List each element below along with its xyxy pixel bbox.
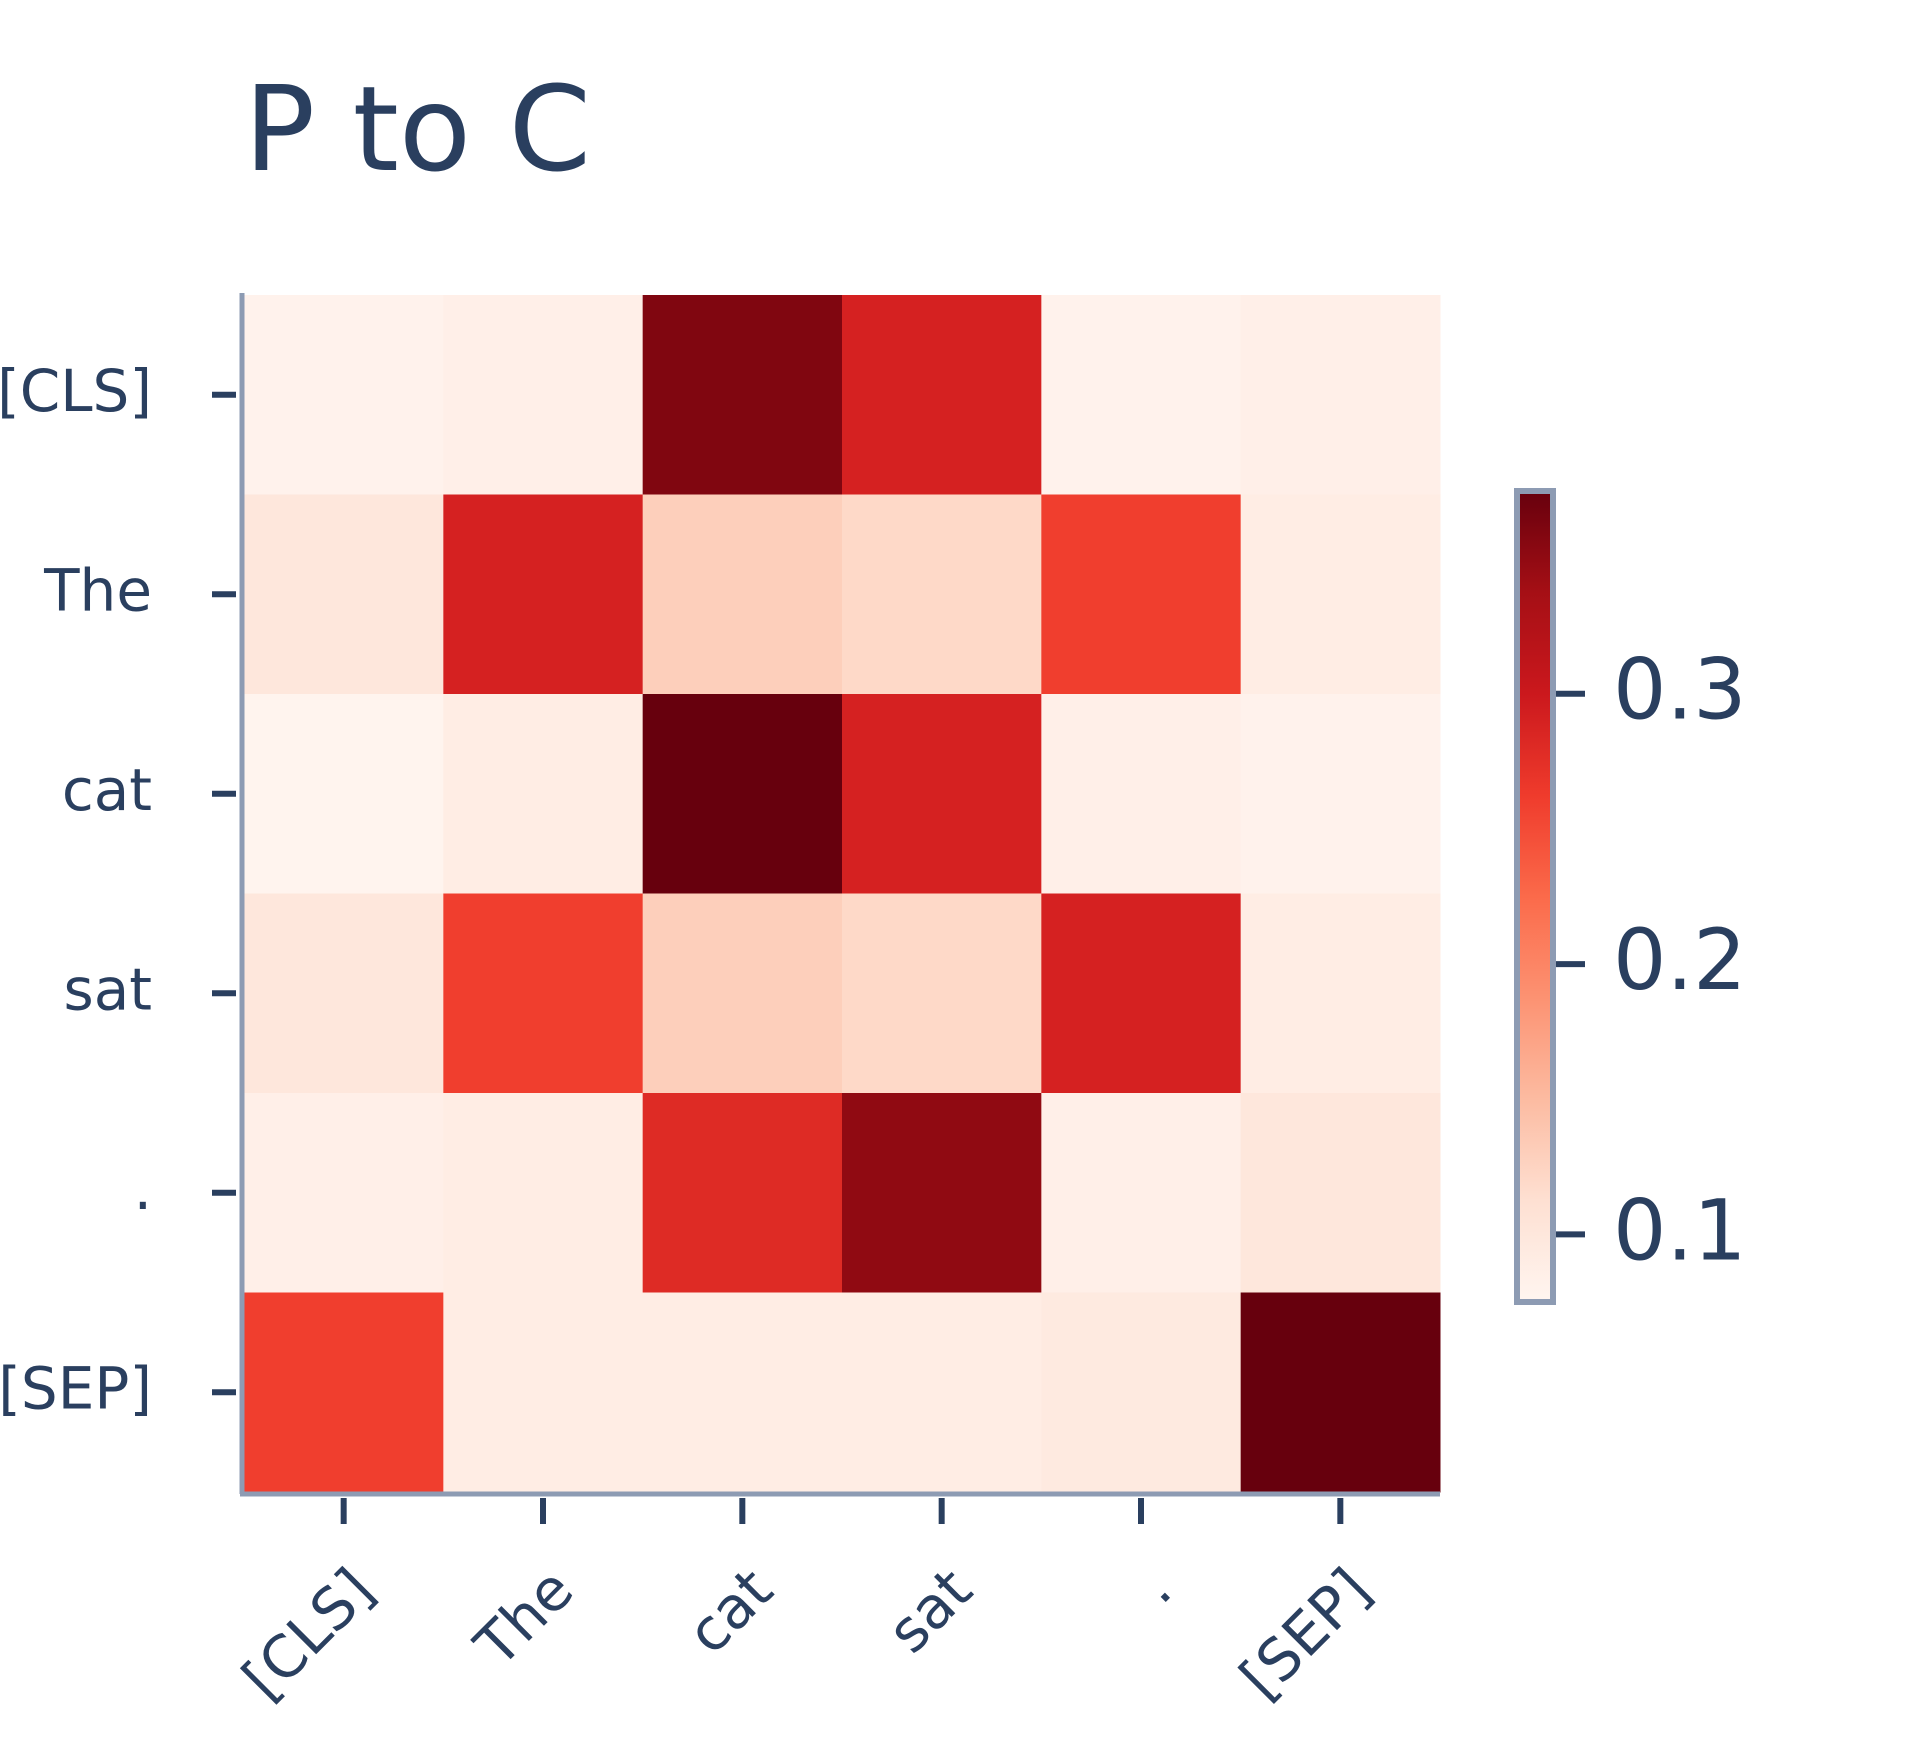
heatmap-cell	[842, 1292, 1042, 1493]
colorbar-tick-label: 0.2	[1613, 911, 1747, 1009]
x-tick-label: cat	[674, 1555, 786, 1667]
heatmap-cell	[1240, 694, 1441, 894]
heatmap-cell	[1240, 1292, 1441, 1493]
heatmap-cell	[842, 1093, 1042, 1293]
heatmap-cell	[842, 295, 1042, 495]
chart-title: P to C	[244, 60, 591, 198]
heatmap-cell	[842, 694, 1042, 894]
heatmap-cell	[1041, 1093, 1242, 1293]
heatmap-cell	[842, 494, 1042, 695]
heatmap-cell	[642, 494, 843, 695]
heatmap-cell	[642, 1093, 843, 1293]
x-tick-label: The	[461, 1555, 586, 1680]
heatmap-cell	[443, 694, 644, 894]
heatmap-cell	[1240, 1093, 1441, 1293]
heatmap-cell	[443, 893, 644, 1094]
heatmap-cell	[1041, 893, 1242, 1094]
heatmap-cell	[244, 494, 444, 695]
colorbar-tick-label: 0.3	[1613, 641, 1747, 739]
heatmap-cell	[1240, 295, 1441, 495]
x-tick-label: [SEP]	[1227, 1555, 1384, 1712]
heatmap-cell	[642, 694, 843, 894]
x-tick-label: [CLS]	[229, 1555, 387, 1713]
x-tick-label: sat	[874, 1555, 985, 1666]
colorbar	[1514, 488, 1556, 1305]
y-tick-label: .	[134, 1155, 152, 1223]
heatmap-cell	[1041, 494, 1242, 695]
heatmap-cell	[1041, 694, 1242, 894]
y-tick-label: sat	[63, 955, 152, 1023]
heatmap-cell	[443, 494, 644, 695]
heatmap-cell	[244, 1093, 444, 1293]
y-tick-label: [CLS]	[0, 357, 152, 425]
heatmap-cell	[1041, 1292, 1242, 1493]
heatmap-cell	[244, 893, 444, 1094]
y-tick-label: cat	[62, 756, 152, 824]
heatmap-cell	[842, 893, 1042, 1094]
heatmap-cell	[1240, 494, 1441, 695]
y-tick-label: [SEP]	[0, 1354, 152, 1422]
heatmap-cell	[642, 1292, 843, 1493]
heatmap-cell	[244, 694, 444, 894]
heatmap-cell	[443, 295, 644, 495]
x-tick-label: .	[1123, 1555, 1184, 1616]
heatmap-cell	[1240, 893, 1441, 1094]
heatmap-cell	[443, 1292, 644, 1493]
heatmap-cell	[443, 1093, 644, 1293]
heatmap-cell	[1041, 295, 1242, 495]
heatmap-cell	[642, 295, 843, 495]
colorbar-tick-label: 0.1	[1613, 1181, 1747, 1279]
y-tick-label: The	[43, 556, 152, 624]
heatmap-cell	[642, 893, 843, 1094]
heatmap-cell	[244, 1292, 444, 1493]
heatmap-cell	[244, 295, 444, 495]
